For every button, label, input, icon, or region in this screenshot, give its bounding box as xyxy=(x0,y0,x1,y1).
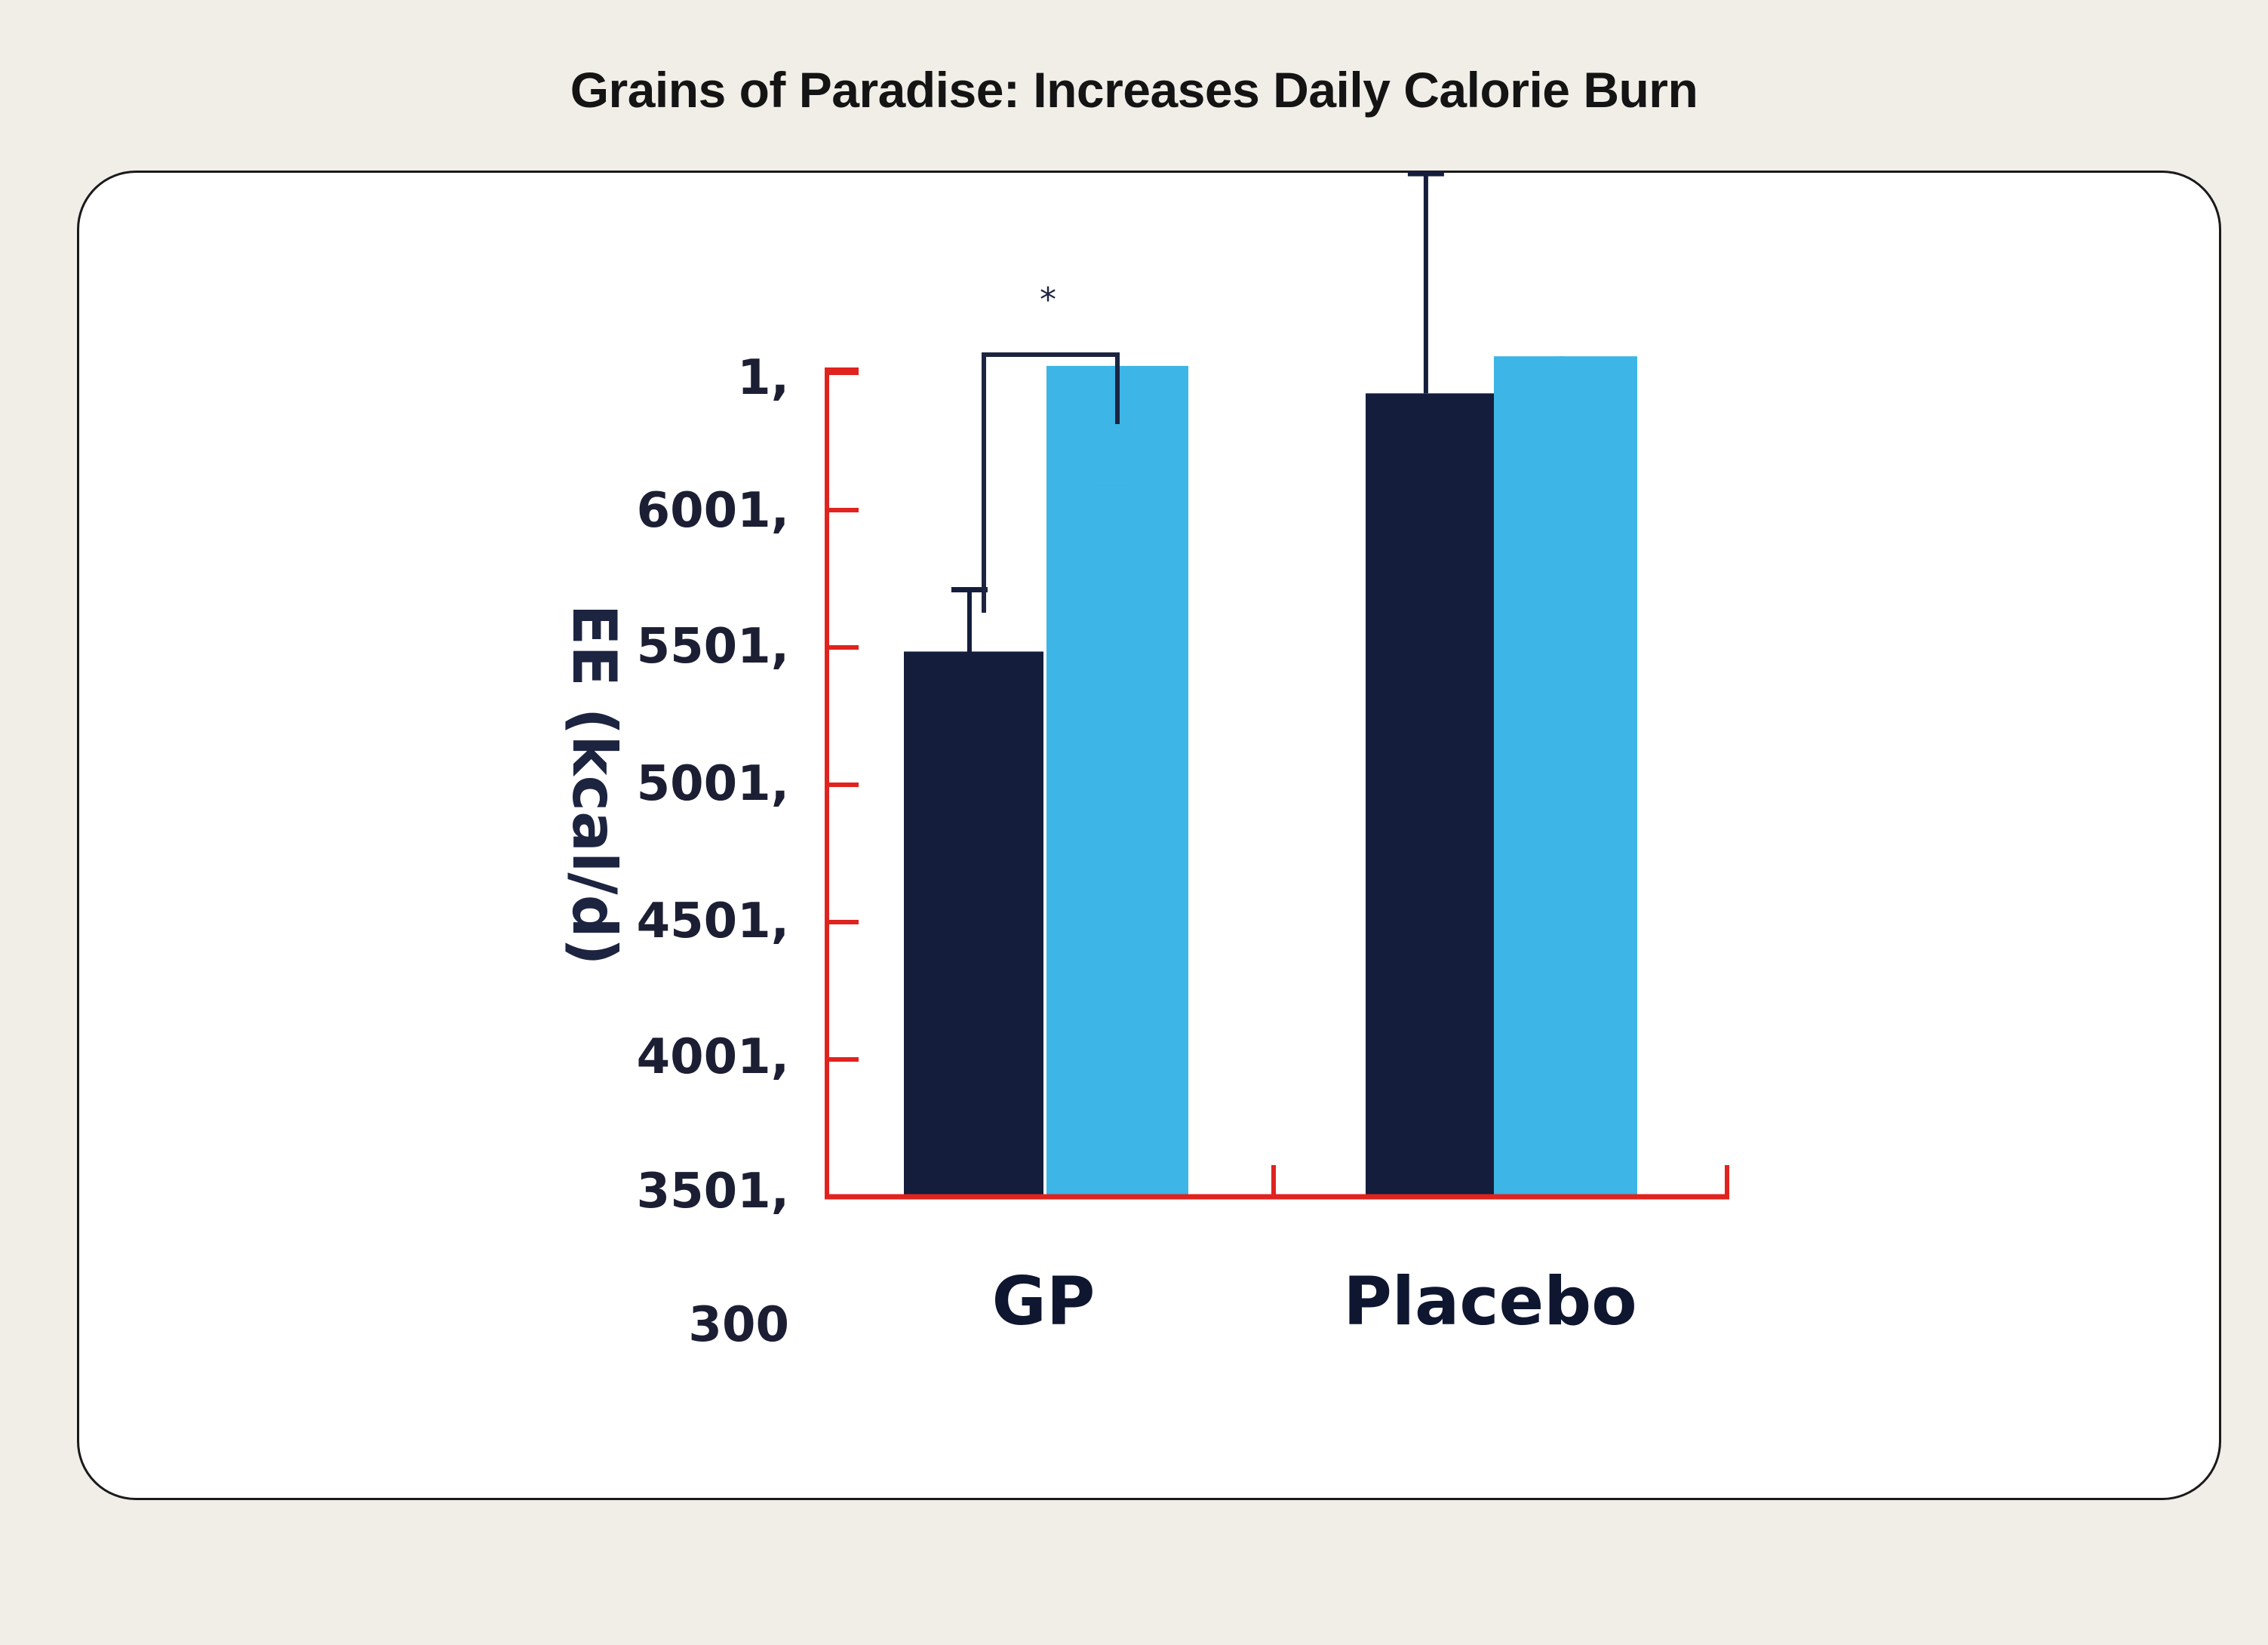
bar xyxy=(1494,356,1637,1197)
x-category-label: Placebo xyxy=(1343,1262,1636,1340)
bar xyxy=(1366,393,1494,1197)
y-tick-label: 4501, xyxy=(637,893,789,949)
x-category-label: GP xyxy=(992,1262,1096,1340)
y-tick-label: 4001, xyxy=(637,1029,789,1085)
significance-bracket xyxy=(982,352,1120,613)
bar xyxy=(1046,365,1188,1197)
page-title: Grains of Paradise: Increases Daily Calo… xyxy=(570,62,1698,118)
y-tick-label: 5501, xyxy=(637,619,789,675)
y-tick-label: 5001, xyxy=(637,756,789,812)
significance-star: * xyxy=(1040,281,1056,319)
y-axis-title: EE (kcal/d) xyxy=(559,604,629,966)
y-tick-label: 300 xyxy=(688,1297,789,1353)
y-tick-label: 6001, xyxy=(637,483,789,539)
bar xyxy=(904,651,1043,1197)
y-tick-label: 1, xyxy=(737,350,789,406)
y-tick-label: 3501, xyxy=(637,1164,789,1219)
